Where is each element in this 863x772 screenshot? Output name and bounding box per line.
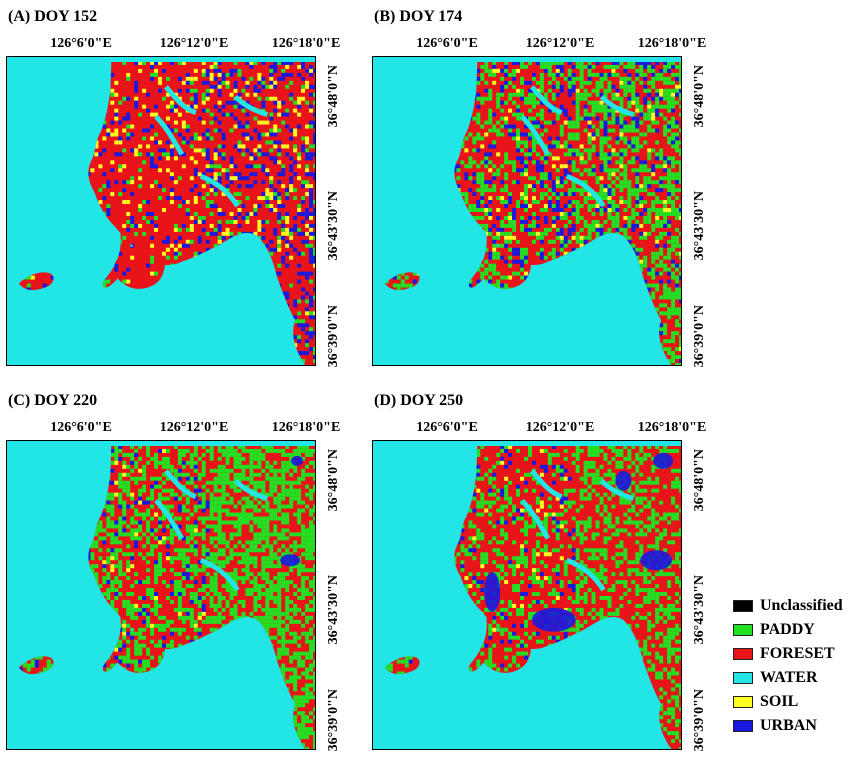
longitude-tick-label: 126°18'0"E: [637, 420, 707, 435]
inland-water: [154, 498, 185, 540]
latitude-tick-text: 36°43'30"N: [326, 575, 341, 645]
longitude-tick-label: 126°6'0"E: [416, 420, 478, 435]
panel-title: (B) DOY 174: [374, 8, 463, 25]
longitude-tick-label: 126°18'0"E: [271, 420, 341, 435]
legend-swatch: [733, 648, 753, 660]
latitude-tick-text: 36°39'0"N: [692, 688, 707, 752]
map-panel: (D) DOY 250 126°6'0"E 126°12'0"E 126°18'0"E…: [372, 392, 732, 772]
legend-label: URBAN: [760, 717, 817, 734]
inland-water: [154, 114, 185, 156]
legend-item: Unclassified: [733, 594, 843, 618]
longitude-tick-label: 126°12'0"E: [525, 420, 595, 435]
panel-title: (A) DOY 152: [8, 8, 98, 25]
urban-patch: [531, 607, 576, 632]
longitude-tick-label: 126°6'0"E: [416, 36, 478, 51]
latitude-tick-label: 36°48'0"N: [688, 51, 708, 141]
inland-water: [599, 478, 635, 501]
map-panel: (C) DOY 220 126°6'0"E 126°12'0"E 126°18'0"E…: [6, 392, 366, 772]
legend-swatch: [733, 696, 753, 708]
latitude-tick-text: 36°43'30"N: [326, 191, 341, 261]
panel-title: (D) DOY 250: [374, 392, 464, 409]
longitude-tick-label: 126°6'0"E: [50, 36, 112, 51]
urban-patch: [291, 455, 304, 466]
latitude-tick-text: 36°43'30"N: [692, 575, 707, 645]
urban-patch: [653, 452, 674, 469]
map-frame: [372, 56, 682, 366]
legend-swatch: [733, 672, 753, 684]
inland-water: [164, 85, 197, 115]
classification-map: [7, 57, 315, 365]
longitude-tick-label: 126°18'0"E: [637, 36, 707, 51]
urban-patch: [280, 554, 301, 567]
map-legend: Unclassified PADDY FORESET WATER SOIL URBAN: [733, 594, 843, 738]
inland-water: [199, 557, 240, 592]
inland-water: [233, 94, 269, 117]
longitude-tick-label: 126°18'0"E: [271, 36, 341, 51]
inland-water: [565, 173, 606, 208]
legend-label: FORESET: [760, 645, 835, 662]
longitude-tick-label: 126°12'0"E: [525, 36, 595, 51]
classification-map: [7, 441, 315, 749]
legend-swatch: [733, 720, 753, 732]
map-frame: [6, 440, 316, 750]
latitude-tick-label: 36°48'0"N: [322, 435, 342, 525]
latitude-tick-label: 36°39'0"N: [322, 291, 342, 381]
legend-label: WATER: [760, 669, 818, 686]
inland-water: [164, 469, 197, 499]
latitude-tick-text: 36°48'0"N: [326, 64, 341, 128]
latitude-tick-label: 36°43'30"N: [322, 565, 342, 655]
urban-patch: [484, 572, 501, 612]
legend-item: SOIL: [733, 690, 843, 714]
map-frame: [372, 440, 682, 750]
panel-title: (C) DOY 220: [8, 392, 98, 409]
legend-label: SOIL: [760, 693, 799, 710]
inland-water: [530, 85, 563, 115]
legend-label: PADDY: [760, 621, 815, 638]
longitude-tick-label: 126°12'0"E: [159, 420, 229, 435]
latitude-tick-label: 36°43'30"N: [688, 181, 708, 271]
latitude-tick-text: 36°48'0"N: [326, 448, 341, 512]
inland-water: [599, 94, 635, 117]
latitude-tick-text: 36°39'0"N: [326, 304, 341, 368]
latitude-tick-text: 36°39'0"N: [326, 688, 341, 752]
classification-map: [373, 441, 681, 749]
classification-map: [373, 57, 681, 365]
map-panel: (A) DOY 152 126°6'0"E 126°12'0"E 126°18'0"E…: [6, 8, 366, 388]
legend-swatch: [733, 600, 753, 612]
legend-item: WATER: [733, 666, 843, 690]
urban-patch: [640, 550, 673, 571]
latitude-tick-label: 36°39'0"N: [322, 675, 342, 765]
inland-water: [233, 478, 269, 501]
longitude-tick-label: 126°6'0"E: [50, 420, 112, 435]
inland-water: [565, 557, 606, 592]
latitude-tick-text: 36°39'0"N: [692, 304, 707, 368]
map-panel: (B) DOY 174 126°6'0"E 126°12'0"E 126°18'0"E…: [372, 8, 732, 388]
latitude-tick-text: 36°43'30"N: [692, 191, 707, 261]
legend-swatch: [733, 624, 753, 636]
legend-label: Unclassified: [760, 597, 843, 614]
inland-water: [199, 173, 240, 208]
latitude-tick-label: 36°48'0"N: [688, 435, 708, 525]
legend-item: FORESET: [733, 642, 843, 666]
latitude-tick-label: 36°43'30"N: [688, 565, 708, 655]
inland-water: [520, 498, 551, 540]
longitude-tick-label: 126°12'0"E: [159, 36, 229, 51]
latitude-tick-label: 36°39'0"N: [688, 291, 708, 381]
inland-water: [530, 469, 563, 499]
inland-water: [520, 114, 551, 156]
latitude-tick-label: 36°43'30"N: [322, 181, 342, 271]
latitude-tick-label: 36°39'0"N: [688, 675, 708, 765]
legend-item: PADDY: [733, 618, 843, 642]
latitude-tick-text: 36°48'0"N: [692, 64, 707, 128]
legend-item: URBAN: [733, 714, 843, 738]
latitude-tick-text: 36°48'0"N: [692, 448, 707, 512]
map-frame: [6, 56, 316, 366]
urban-patch: [615, 470, 632, 491]
latitude-tick-label: 36°48'0"N: [322, 51, 342, 141]
